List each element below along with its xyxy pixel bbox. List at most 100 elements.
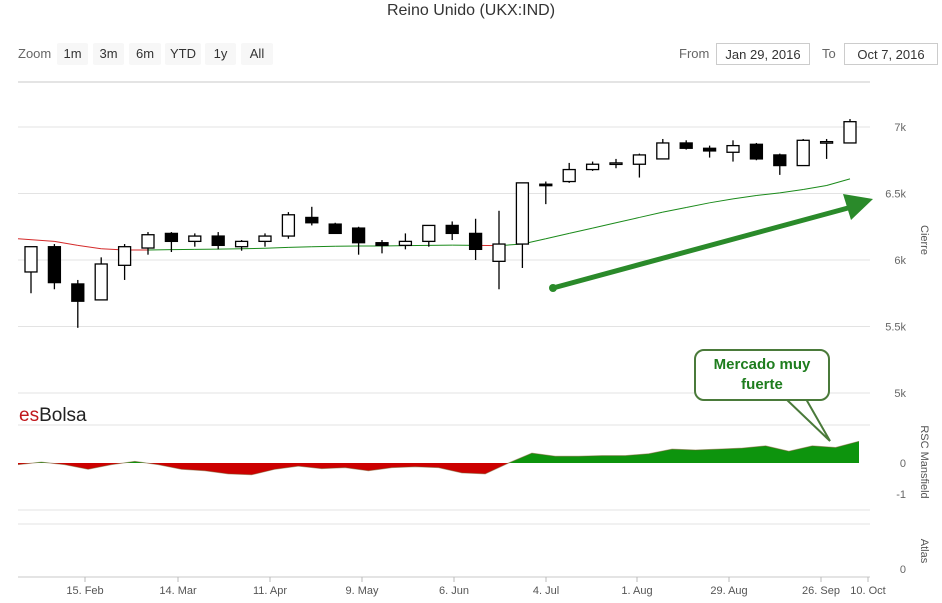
- candle-up: [843, 121, 857, 144]
- x-tick-label: 1. Aug: [621, 585, 652, 597]
- annotation-bubble: Mercado muy fuerte: [694, 349, 830, 401]
- candle-up: [796, 139, 810, 167]
- moving-average-segment: [709, 198, 734, 204]
- moving-average-segment: [17, 238, 55, 242]
- moving-average-segment: [662, 206, 687, 213]
- zoom-all-button[interactable]: All: [241, 43, 273, 65]
- brand-logo: esBolsa: [19, 405, 87, 427]
- rsc-line: [17, 440, 860, 476]
- moving-average-segment: [639, 211, 663, 218]
- rsc-negative-area: [18, 463, 859, 475]
- axes: 5k 5.5k 6k 6.5k 7k Cierre 0 -1 RSC Mansfield Atla…: [66, 122, 930, 597]
- trend-arrow-head: [843, 194, 873, 220]
- price-tick-label: 6.5k: [885, 189, 906, 201]
- annotation-pointer: [783, 398, 831, 442]
- range-from-label: From: [679, 46, 710, 61]
- candle-up: [656, 142, 670, 160]
- zoom-1m-button[interactable]: 1m: [57, 43, 88, 65]
- moving-average-segment: [615, 216, 640, 224]
- moving-average-segment: [592, 222, 617, 229]
- moving-average-segment: [288, 246, 312, 248]
- x-tick-label: 11. Apr: [253, 585, 287, 597]
- range-from-input[interactable]: Jan 29, 2016: [716, 43, 810, 65]
- atlas-tick-label: 0: [900, 564, 906, 576]
- candle-down: [749, 143, 764, 160]
- candle-up: [117, 246, 132, 266]
- rsc-tick-label: 0: [900, 458, 906, 470]
- candle-down: [351, 227, 366, 244]
- candle-up: [609, 162, 623, 166]
- atlas-axis-label: Atlas: [918, 539, 930, 564]
- candle-down: [679, 142, 693, 149]
- zoom-3m-button[interactable]: 3m: [93, 43, 124, 65]
- candle-down: [468, 232, 483, 251]
- price-tick-label: 6k: [894, 255, 906, 267]
- rsc-pane: [17, 440, 860, 476]
- candle-down: [445, 224, 459, 235]
- candle-up: [562, 168, 576, 183]
- x-tick-label: 29. Aug: [710, 585, 747, 597]
- candle-down: [773, 154, 787, 167]
- price-axis-label: Cierre: [918, 225, 930, 255]
- trend-arrow-tail: [549, 284, 557, 292]
- candle-up: [258, 235, 272, 243]
- candle-down: [47, 246, 62, 284]
- candle-up: [281, 214, 296, 237]
- x-tick-label: 10. Oct: [850, 585, 885, 597]
- moving-average-segment: [264, 246, 289, 249]
- candle-down: [539, 183, 553, 187]
- candle-up: [726, 144, 740, 153]
- candle-down: [164, 232, 179, 243]
- candle-up: [141, 234, 155, 249]
- candle-down: [305, 216, 319, 224]
- x-tick-label: 4. Jul: [533, 585, 559, 597]
- candle-up: [515, 182, 530, 245]
- chart-title: Reino Unido (UKX:IND): [386, 2, 556, 19]
- price-pane: [17, 119, 857, 328]
- zoom-6m-button[interactable]: 6m: [129, 43, 161, 65]
- moving-average-segment: [686, 202, 710, 208]
- x-tick-label: 9. May: [345, 585, 379, 597]
- zoom-1y-button[interactable]: 1y: [205, 43, 236, 65]
- rsc-positive-area: [18, 441, 859, 463]
- candle-up: [585, 163, 600, 171]
- range-to-input[interactable]: Oct 7, 2016: [844, 43, 938, 65]
- trend-arrow-shaft: [550, 205, 851, 291]
- range-to-label: To: [822, 46, 836, 61]
- moving-average-segment: [826, 178, 851, 187]
- candle-up: [94, 263, 108, 301]
- rsc-tick-label: -1: [896, 489, 906, 501]
- x-tick-label: 15. Feb: [66, 585, 103, 597]
- candle-up: [632, 154, 647, 165]
- grid-lines: [18, 81, 870, 578]
- x-tick-label: 14. Mar: [159, 585, 197, 597]
- candle-down: [702, 147, 717, 152]
- brand-prefix: es: [19, 405, 40, 426]
- candle-up: [234, 240, 249, 248]
- moving-average-segment: [545, 232, 570, 240]
- candle-down: [328, 223, 342, 235]
- zoom-ytd-button[interactable]: YTD: [165, 43, 201, 65]
- moving-average-segment: [569, 227, 593, 234]
- brand-suffix: Bolsa: [39, 405, 87, 426]
- candle-up: [492, 243, 506, 262]
- x-tick-label: 26. Sep: [802, 585, 840, 597]
- price-tick-label: 5k: [894, 388, 906, 400]
- candle-down: [211, 235, 225, 247]
- candle-up: [819, 140, 834, 144]
- candle-up: [398, 240, 413, 247]
- candle-down: [71, 283, 85, 302]
- trend-arrow: [549, 194, 873, 442]
- moving-average-segment: [803, 185, 827, 191]
- moving-average-segment: [756, 192, 780, 196]
- rsc-axis-label: RSC Mansfield: [918, 425, 930, 498]
- candle-down: [375, 242, 389, 247]
- moving-average-segment: [779, 189, 804, 194]
- price-tick-label: 5.5k: [885, 322, 906, 334]
- moving-average-segment: [54, 240, 78, 246]
- candle-up: [422, 224, 436, 243]
- price-tick-label: 7k: [894, 122, 906, 134]
- x-tick-label: 6. Jun: [439, 585, 469, 597]
- moving-average-segment: [732, 194, 757, 200]
